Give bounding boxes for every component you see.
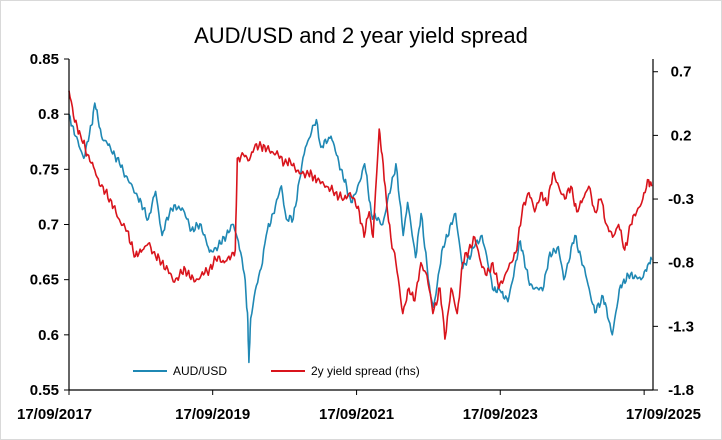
x-axis-ticks: 17/09/2017 17/09/2019 17/09/2021 17/09/2023… [17,406,701,423]
axes-group [64,58,658,395]
x-tick-label: 17/09/2025 [626,406,701,423]
left-tick-label: 0.85 [30,51,59,68]
left-tick-label: 0.6 [38,327,59,344]
x-tick-label: 17/09/2019 [175,406,250,423]
chart-title: AUD/USD and 2 year yield spread [194,23,528,48]
series-line-audusd [68,102,653,364]
left-tick-label: 0.75 [30,161,59,178]
x-tick-label: 17/09/2021 [319,406,394,423]
right-tick-label: 0.7 [671,64,692,81]
left-tick-label: 0.65 [30,272,59,289]
x-tick-label: 17/09/2023 [463,406,538,423]
right-tick-label: 0.2 [671,127,692,144]
legend: AUD/USD 2y yield spread (rhs) [133,364,420,378]
right-axis-ticks: -1.8 -1.3 -0.8 -0.3 0.2 0.7 [668,64,694,399]
right-tick-label: -0.3 [668,191,694,208]
series-line-yield-spread [68,90,653,340]
left-tick-label: 0.55 [30,382,59,399]
series-group [68,90,653,364]
right-tick-label: -0.8 [668,255,694,272]
left-tick-label: 0.8 [38,106,59,123]
x-tick-label: 17/09/2017 [17,406,92,423]
right-tick-label: -1.8 [668,382,694,399]
left-tick-label: 0.7 [38,217,59,234]
right-tick-label: -1.3 [668,318,694,335]
legend-label: 2y yield spread (rhs) [311,364,420,378]
legend-label: AUD/USD [173,364,227,378]
left-axis-ticks: 0.55 0.6 0.65 0.7 0.75 0.8 0.85 [30,51,59,399]
